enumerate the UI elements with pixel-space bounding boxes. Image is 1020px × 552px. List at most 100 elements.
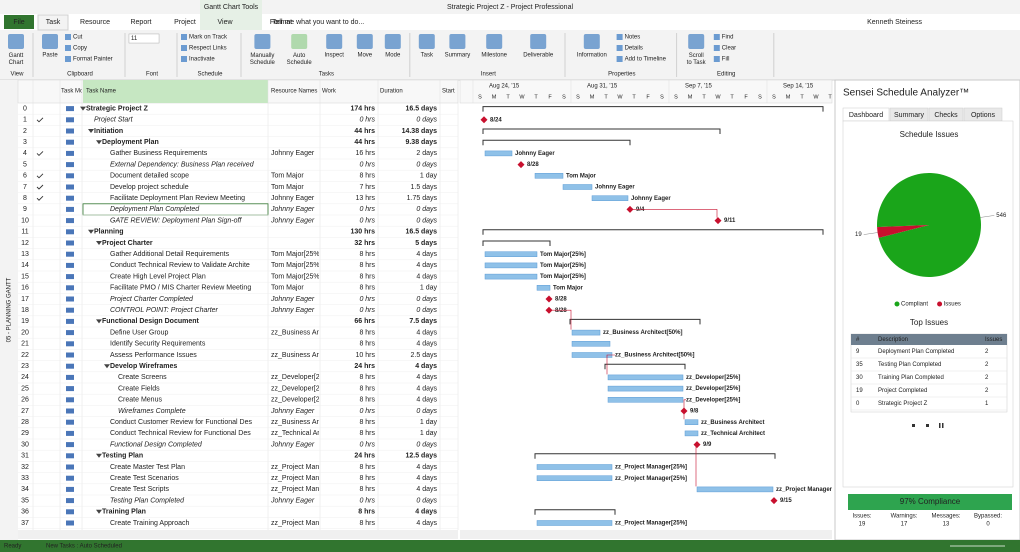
task-name[interactable]: Training Plan <box>102 509 146 516</box>
ribbon-button[interactable]: Paste <box>42 53 58 59</box>
task-name[interactable]: Functional Design Document <box>102 318 200 325</box>
task-name[interactable]: Create Test Scripts <box>110 486 170 493</box>
resource-name: zz_Project Man <box>271 464 319 471</box>
task-name[interactable]: Identify Security Requirements <box>110 341 206 348</box>
task-name[interactable]: Planning <box>94 229 124 236</box>
ribbon-button[interactable]: Find <box>722 35 734 41</box>
tell-me[interactable]: Tell me what you want to do... <box>272 19 364 26</box>
row-id: 9 <box>23 206 27 213</box>
ribbon-tab[interactable]: Report <box>130 19 151 26</box>
day-label: W <box>519 94 525 100</box>
ribbon-button[interactable]: Clear <box>722 46 736 52</box>
column-header[interactable]: Start <box>442 89 455 95</box>
ribbon-button[interactable]: Scroll to Task <box>687 53 707 66</box>
task-name[interactable]: Conduct Customer Review for Functional D… <box>110 419 253 426</box>
duration: 0 days <box>416 497 437 504</box>
ribbon <box>0 30 1020 80</box>
column-header[interactable]: Duration <box>380 89 403 95</box>
task-name[interactable]: Create Menus <box>118 397 162 404</box>
task-name[interactable]: CONTROL POINT: Project Charter <box>110 307 219 314</box>
task-name[interactable]: Create Screens <box>118 374 167 381</box>
task-name[interactable]: Document detailed scope <box>110 173 189 180</box>
ribbon-button[interactable]: Fill <box>722 57 730 63</box>
ribbon-button[interactable]: Milestone <box>481 53 507 59</box>
row-id: 27 <box>21 408 29 415</box>
task-name[interactable]: Assess Performance Issues <box>110 352 197 359</box>
column-header[interactable]: Task Mode <box>61 89 91 95</box>
task-name[interactable]: Strategic Project Z <box>86 105 149 112</box>
ribbon-button[interactable]: Task <box>421 53 434 59</box>
task-name[interactable]: Wireframes Complete <box>118 408 186 415</box>
duration: 9.38 days <box>405 139 437 146</box>
legend-swatch <box>894 301 900 307</box>
ribbon-button[interactable]: Inspect <box>325 53 345 59</box>
task-name[interactable]: Functional Design Completed <box>110 441 203 448</box>
ribbon-button[interactable]: Format Painter <box>73 57 113 63</box>
ribbon-button[interactable]: Move <box>357 53 372 59</box>
table-cell: 1 <box>985 401 989 407</box>
task-name[interactable]: Project Charter <box>102 240 153 247</box>
task-name[interactable]: Facilitate Deployment Plan Review Meetin… <box>110 195 245 202</box>
task-name[interactable]: Deployment Plan <box>102 139 159 146</box>
task-name[interactable]: Create Fields <box>118 385 160 392</box>
column-header[interactable]: Work <box>322 89 337 95</box>
milestone <box>517 161 525 169</box>
ribbon-button[interactable]: Mark on Track <box>189 35 228 41</box>
task-name[interactable]: Testing Plan <box>102 453 143 460</box>
ribbon-button[interactable]: Notes <box>625 35 641 41</box>
outline-toggle <box>96 453 102 458</box>
ribbon-button[interactable]: Auto Schedule <box>287 53 313 66</box>
ribbon-button[interactable]: Information <box>577 53 607 59</box>
task-name[interactable]: Testing Plan Completed <box>110 497 185 504</box>
ribbon-tab[interactable]: Resource <box>80 19 110 26</box>
task-name[interactable]: Conduct Technical Review for Functional … <box>110 430 251 437</box>
task-name[interactable]: Conduct Technical Review to Validate Arc… <box>110 262 250 269</box>
ribbon-button[interactable]: Manually Schedule <box>250 53 276 66</box>
task-name[interactable]: GATE REVIEW: Deployment Plan Sign-off <box>110 217 242 224</box>
column-header[interactable]: Task Name <box>86 89 117 95</box>
pane-tab-label[interactable]: Summary <box>894 112 924 119</box>
ribbon-button[interactable]: Cut <box>73 35 83 41</box>
ribbon-button[interactable]: Details <box>625 46 643 52</box>
task-name[interactable]: Gather Business Requirements <box>110 150 208 157</box>
task-name[interactable]: Project Start <box>94 117 134 124</box>
ribbon-tab[interactable]: View <box>217 19 233 26</box>
task-mode-icon <box>66 128 74 134</box>
task-name[interactable]: Develop project schedule <box>110 184 189 191</box>
ribbon-button[interactable]: Mode <box>385 53 401 59</box>
ribbon-button[interactable]: Inactivate <box>189 57 215 63</box>
task-name[interactable]: Gather Additional Detail Requirements <box>110 251 230 258</box>
ribbon-tab[interactable]: Format <box>270 19 292 26</box>
ribbon-button[interactable]: Add to Timeline <box>625 57 667 63</box>
pane-tab-label[interactable]: Checks <box>934 112 958 119</box>
column-header[interactable]: Resource Names <box>271 89 317 95</box>
ribbon-tab[interactable]: Project <box>174 19 196 26</box>
pane-tab-label[interactable]: Dashboard <box>849 112 883 119</box>
ribbon-tab[interactable]: Task <box>46 19 61 26</box>
ribbon-button[interactable]: Copy <box>73 46 87 52</box>
task-name[interactable]: Project Charter Completed <box>110 296 194 303</box>
ribbon-button[interactable]: Respect Links <box>189 46 227 52</box>
task-mode-icon <box>66 296 74 302</box>
task-name[interactable]: Initiation <box>94 128 123 135</box>
duration: 4 days <box>416 374 437 381</box>
task-name[interactable]: Create Training Approach <box>110 520 189 527</box>
task-name[interactable]: External Dependency: Business Plan recei… <box>110 161 255 168</box>
work: 0 hrs <box>359 307 375 314</box>
task-name[interactable]: Develop Wireframes <box>110 363 177 370</box>
row-id: 3 <box>23 139 27 146</box>
task-name[interactable]: Create Test Scenarios <box>110 475 179 482</box>
ribbon-button[interactable]: Deliverable <box>523 53 554 59</box>
ribbon-tab[interactable]: File <box>13 19 24 26</box>
ribbon-button[interactable]: Gantt Chart <box>9 53 24 66</box>
task-name[interactable]: Deployment Plan Completed <box>110 206 200 213</box>
status-text[interactable]: New Tasks : Auto Scheduled <box>46 544 122 550</box>
font-field[interactable]: 11 <box>131 36 138 42</box>
task-name[interactable]: Create Master Test Plan <box>110 464 185 471</box>
task-name[interactable]: Facilitate PMO / MIS Charter Review Meet… <box>110 285 251 292</box>
ribbon-button[interactable]: Summary <box>445 53 471 59</box>
pane-tab-label[interactable]: Options <box>971 112 996 119</box>
button-icon <box>291 34 308 49</box>
task-name[interactable]: Define User Group <box>110 329 168 336</box>
task-name[interactable]: Create High Level Project Plan <box>110 273 206 280</box>
